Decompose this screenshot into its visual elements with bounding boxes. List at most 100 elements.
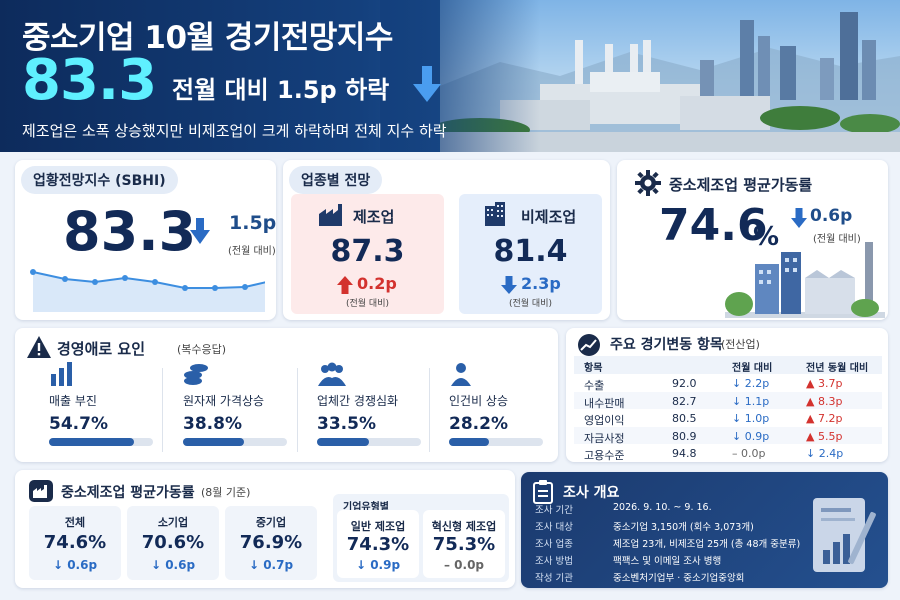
sbhi-trend-sparkline (30, 269, 265, 312)
utilization-detail-note: (8월 기준) (201, 486, 251, 499)
row-name: 내수판매 (584, 396, 625, 410)
manufacturing-change: 0.2p (357, 274, 397, 293)
utilization-item-name: 중기업 (255, 516, 287, 529)
survey-overview-card: 조사 개요 조사 기간 2026. 9. 10. ~ 9. 16. 조사 대상 … (521, 472, 888, 588)
sbhi-value: 83.3 (63, 200, 197, 263)
manufacturing-panel: 제조업 87.3 0.2p (전월 대비) (291, 194, 444, 314)
survey-value: 팩팩스 및 이메일 조사 병행 (613, 556, 722, 567)
difficulty-name: 인건비 상승 (449, 394, 509, 408)
utilization-summary-value: 74.6 (659, 200, 768, 251)
row-mom: ↓ 1.1p (732, 394, 770, 408)
survey-key: 조사 방법 (535, 556, 573, 567)
utilization-item-name: 소기업 (157, 516, 189, 529)
utilization-item-name: 일반 제조업 (350, 520, 406, 533)
difficulty-value: 33.5% (317, 414, 376, 434)
clipboard-icon (533, 480, 553, 504)
header-yoy: 전년 동월 대비 (806, 363, 869, 374)
survey-key: 조사 업종 (535, 539, 573, 550)
row-value: 80.9 (672, 429, 697, 443)
hero-fade (380, 0, 540, 152)
row-yoy: ↓ 2.4p (806, 447, 844, 460)
difficulties-title: 경영애로 요인 (57, 340, 146, 358)
row-mom: – 0.0p (732, 447, 766, 460)
manufacturing-caption: (전월 대비) (345, 299, 389, 309)
survey-value: 제조업 23개, 비제조업 25개 (총 48개 중분류) (613, 539, 801, 550)
utilization-item-change: ↓ 0.6p (52, 558, 98, 572)
utilization-summary-unit: % (753, 222, 780, 252)
sector-card: 업종별 전망 제조업 87.3 0.2p (전월 대비) 비제조업 81.4 2… (283, 160, 610, 320)
indicators-table: 항목 전월 대비 전년 동월 대비 수출 92.0 ↓ 2.2p ▲ 3.7p … (574, 356, 882, 462)
row-mom: ↓ 0.9p (732, 429, 770, 443)
survey-value: 중소기업 3,150개 (회수 3,073개) (613, 522, 754, 533)
utilization-item: 전체 74.6% ↓ 0.6p (29, 506, 121, 580)
row-value: 82.7 (672, 394, 697, 408)
sbhi-card: 업황전망지수 (SBHI) 83.3 1.5p (전월 대비) (15, 160, 276, 320)
manufacturing-name: 제조업 (353, 208, 395, 226)
table-row: 자금사정 80.9 ↓ 0.9p ▲ 5.5p (574, 426, 882, 445)
hero-change-text: 전월 대비 1.5p 하락 (172, 76, 390, 104)
row-value: 92.0 (672, 377, 697, 390)
difficulty-value: 28.2% (449, 414, 508, 434)
arrow-down-icon (791, 208, 807, 228)
difficulty-name: 원자재 가격상승 (183, 394, 265, 408)
utilization-item: 혁신형 제조업 75.3% – 0.0p (423, 510, 505, 578)
non-manufacturing-name: 비제조업 (521, 208, 577, 226)
row-yoy: ▲ 7.2p (806, 412, 843, 425)
survey-value: 2026. 9. 10. ~ 9. 16. (613, 502, 712, 513)
sbhi-change: 1.5p (229, 212, 276, 234)
difficulty-item: 매출 부진 54.7% (49, 362, 159, 458)
factory-illustration (725, 242, 885, 318)
table-row: 수출 92.0 ↓ 2.2p ▲ 3.7p (574, 374, 882, 392)
indicators-note: (전산업) (721, 338, 760, 351)
trend-up-icon (578, 334, 600, 356)
company-type-label: 기업유형별 (343, 502, 389, 513)
survey-title: 조사 개요 (563, 485, 620, 501)
difficulty-bar (183, 438, 287, 446)
hero-banner: 중소기업 10월 경기전망지수 83.3 전월 대비 1.5p 하락 제조업은 … (0, 0, 900, 152)
factory-icon (319, 204, 342, 226)
manufacturing-value: 87.3 (330, 234, 405, 269)
utilization-summary-title: 중소제조업 평균가동률 (669, 176, 813, 194)
survey-key: 조사 기간 (535, 505, 573, 516)
sbhi-change-caption: (전월 대비) (228, 246, 276, 257)
row-name: 고용수준 (584, 449, 625, 462)
utilization-item-change: ↓ 0.7p (248, 558, 294, 572)
difficulty-item: 인건비 상승 28.2% (449, 362, 549, 458)
row-name: 수출 (584, 379, 605, 392)
gear-icon (635, 170, 661, 196)
arrow-down-icon (413, 66, 441, 102)
arrow-down-icon (501, 276, 517, 294)
person-icon (451, 363, 471, 386)
utilization-item-value: 75.3% (432, 534, 496, 555)
indicators-card: 주요 경기변동 항목 (전산업) 항목 전월 대비 전년 동월 대비 수출 92… (566, 328, 888, 462)
difficulty-name: 업체간 경쟁심화 (317, 394, 399, 408)
utilization-item-value: 74.6% (43, 532, 107, 553)
row-yoy: ▲ 3.7p (806, 377, 843, 390)
utilization-detail-title: 중소제조업 평균가동률 (61, 485, 195, 501)
non-manufacturing-change: 2.3p (521, 274, 561, 293)
row-yoy: ▲ 5.5p (806, 429, 843, 443)
utilization-summary-card: 중소제조업 평균가동률 74.6 % 0.6p (전월 대비) (617, 160, 888, 320)
row-name: 자금사정 (584, 431, 625, 445)
difficulty-bar-fill (49, 438, 135, 446)
difficulty-bar (49, 438, 153, 446)
arrow-up-icon (337, 276, 353, 294)
hero-subtitle: 제조업은 소폭 상승했지만 비제조업이 크게 하락하며 전체 지수 하락 (22, 122, 447, 140)
utilization-item-value: 74.3% (346, 534, 410, 555)
difficulty-bar-fill (317, 438, 370, 446)
utilization-summary-change: 0.6p (810, 206, 853, 226)
factory-icon (29, 480, 53, 502)
utilization-item-change: ↓ 0.6p (150, 558, 196, 572)
survey-key: 작성 기관 (535, 573, 573, 584)
non-manufacturing-value: 81.4 (493, 234, 568, 269)
utilization-item-name: 혁신형 제조업 (431, 520, 497, 533)
table-row: 내수판매 82.7 ↓ 1.1p ▲ 8.3p (574, 391, 882, 410)
table-header: 항목 전월 대비 전년 동월 대비 (574, 356, 882, 374)
bar-chart-icon (51, 362, 72, 386)
utilization-item: 일반 제조업 74.3% ↓ 0.9p (337, 510, 419, 578)
divider (162, 368, 163, 452)
utilization-item: 중기업 76.9% ↓ 0.7p (225, 506, 317, 580)
row-mom: ↓ 2.2p (732, 377, 770, 390)
non-manufacturing-panel: 비제조업 81.4 2.3p (전월 대비) (459, 194, 602, 314)
coins-icon (184, 364, 208, 385)
